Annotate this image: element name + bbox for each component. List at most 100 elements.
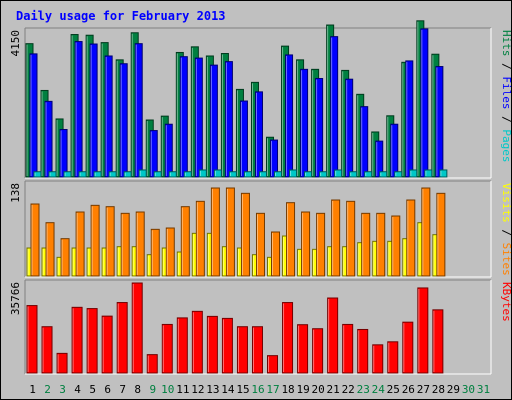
bar-body [297,324,309,374]
day-label-10: 10 [161,383,174,396]
bar-sites-day-19 [301,211,311,277]
bar-body [86,308,98,374]
bar-kbytes-day-21 [327,297,339,374]
bar-body [342,323,354,374]
panel-max-label: 35766 [9,282,22,315]
bar-pages-day-3 [63,171,72,178]
bar-sites-day-20 [316,212,326,277]
bar-sites-day-11 [180,206,190,277]
bar-kbytes-day-25 [387,341,399,374]
bar-sites-day-4 [75,211,85,277]
bar-files-day-26 [405,60,414,178]
bar-body [198,169,207,178]
bar-files-day-22 [345,78,354,178]
bar-files-day-9 [149,130,158,178]
bar-body [135,211,145,277]
panels: 4150 Hits / Files / Pages 138 Visits / Site… [9,20,512,375]
bar-files-day-21 [330,36,339,178]
bar-pages-day-9 [153,171,162,178]
day-label-23: 23 [357,383,370,396]
bar-kbytes-day-11 [176,317,188,374]
bar-body [301,211,311,277]
bar-pages-day-19 [304,171,313,178]
bar-sites-day-5 [90,204,100,277]
bar-body [436,192,446,277]
bar-body [391,215,401,277]
bar-sites-day-24 [376,212,386,277]
day-label-5: 5 [89,383,96,396]
bar-kbytes-day-4 [71,306,83,374]
bar-body [258,171,267,178]
bar-kbytes-day-9 [146,354,158,374]
legend-entry: Files [500,76,512,109]
bar-sites-day-12 [195,200,205,277]
bar-pages-day-10 [168,171,177,178]
bar-sites-day-23 [361,212,371,277]
bar-sites-day-13 [210,187,220,277]
bar-kbytes-day-6 [101,315,113,374]
bar-body [409,169,418,178]
bar-sites-day-27 [421,187,431,277]
bar-kbytes-day-16 [251,326,263,374]
bar-body [432,309,444,374]
bar-body [327,297,339,374]
bar-sites-day-26 [406,199,416,277]
bar-kbytes-day-17 [267,355,279,374]
bar-pages-day-21 [334,169,343,178]
bar-pages-day-24 [379,171,388,178]
day-label-26: 26 [402,383,415,396]
bar-pages-day-23 [364,171,373,178]
bar-kbytes-day-28 [432,309,444,374]
bar-body [387,341,399,374]
bar-body [56,352,68,374]
bar-pages-day-26 [409,169,418,178]
bar-files-day-16 [254,91,263,178]
bar-body [123,171,132,178]
bar-body [304,171,313,178]
day-label-1: 1 [29,383,36,396]
bar-kbytes-day-12 [191,310,203,374]
bar-body [161,323,173,374]
legend-entry: Visits [500,183,512,223]
bar-kbytes-day-15 [236,326,248,374]
bar-body [75,211,85,277]
day-label-20: 20 [312,383,325,396]
bar-sites-day-17 [271,231,281,277]
bar-body [195,200,205,277]
legend-entry: / [500,110,512,130]
bar-body [120,212,130,277]
day-label-4: 4 [74,383,81,396]
bar-body [116,302,128,374]
day-label-12: 12 [191,383,204,396]
legend-entry: Hits [500,30,512,57]
bar-body [63,171,72,178]
bar-files-day-1 [29,53,38,178]
day-label-29: 29 [447,383,460,396]
day-label-13: 13 [206,383,219,396]
bar-files-day-13 [209,64,218,178]
bar-pages-day-12 [198,169,207,178]
day-label-7: 7 [119,383,126,396]
x-axis-day-labels: 1 2 3 4 5 6 7 8 9 10 11 12 13 14 15 16 17 18 19 20 21 22 23 24 2… [29,383,490,396]
day-label-22: 22 [342,383,355,396]
legend-entry: KBytes [500,282,512,322]
day-label-3: 3 [59,383,66,396]
day-label-31: 31 [477,383,490,396]
day-label-11: 11 [176,383,189,396]
bar-pages-day-14 [228,171,237,178]
bar-body [153,171,162,178]
bar-body [221,317,233,374]
bar-kbytes-day-13 [206,315,218,374]
bar-body [289,169,298,178]
bar-sites-day-8 [135,211,145,277]
legend-entry: Sites [500,243,512,276]
bar-body [316,212,326,277]
bar-body [402,321,414,374]
bar-body [206,315,218,374]
bar-body [255,212,265,277]
bar-pages-day-11 [183,171,192,178]
bar-sites-day-16 [255,212,265,277]
bar-pages-day-13 [213,169,222,178]
bar-files-day-14 [224,61,233,178]
